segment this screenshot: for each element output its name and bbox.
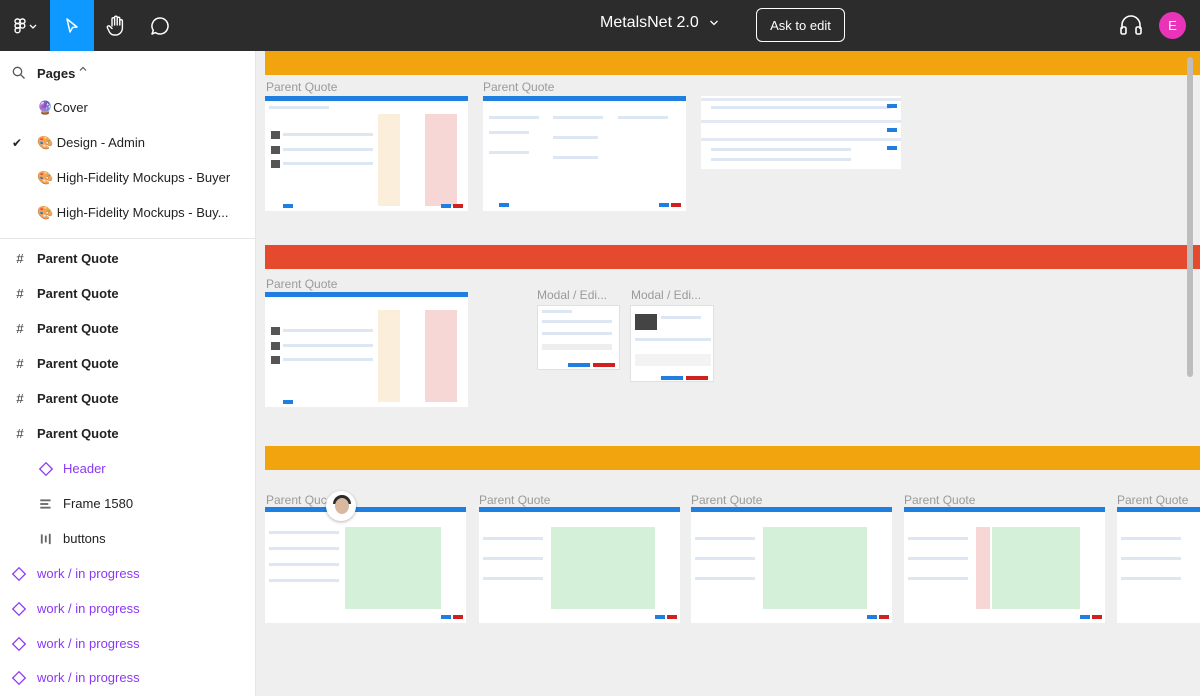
frame-thumbnail[interactable]: [483, 96, 686, 211]
pages-header[interactable]: Pages: [0, 51, 256, 95]
layer-frame[interactable]: # Parent Quote: [0, 381, 256, 416]
layer-header[interactable]: Header: [0, 451, 256, 486]
chevron-up-icon[interactable]: [78, 65, 88, 73]
layer-work-in-progress[interactable]: work / in progress: [0, 556, 256, 591]
layer-label: work / in progress: [37, 670, 140, 685]
frame-icon: #: [16, 391, 24, 406]
layer-label: work / in progress: [37, 566, 140, 581]
frame-label[interactable]: Modal / Edi...: [631, 288, 702, 302]
frame-label[interactable]: Parent Quote: [483, 80, 555, 94]
layer-label: work / in progress: [37, 601, 140, 616]
component-instance-icon: [11, 566, 27, 581]
layer-work-in-progress[interactable]: work / in progress: [0, 626, 256, 661]
frame-label[interactable]: Parent Quote: [266, 80, 338, 94]
layer-work-in-progress[interactable]: work / in progress: [0, 660, 256, 695]
page-item-label: 🎨 High-Fidelity Mockups - Buyer: [37, 169, 231, 185]
figma-menu-icon: [14, 17, 37, 33]
section-band: [265, 51, 1200, 75]
frame-thumbnail[interactable]: [265, 96, 468, 211]
layer-frame[interactable]: # Parent Quote: [0, 241, 256, 276]
auto-layout-horizontal-icon: [40, 533, 51, 544]
collaborator-avatar: [326, 491, 356, 521]
move-tool-icon: [66, 17, 78, 33]
vertical-scrollbar[interactable]: [1187, 57, 1193, 377]
frame-icon: #: [16, 356, 24, 371]
layer-label: buttons: [63, 531, 106, 546]
chevron-down-icon: [709, 20, 718, 26]
layer-frame[interactable]: # Parent Quote: [0, 311, 256, 346]
frame-label[interactable]: Parent Quote: [1117, 493, 1189, 507]
check-icon: ✔: [12, 135, 23, 150]
layer-frame[interactable]: # Parent Quote: [0, 276, 256, 311]
divider: [0, 238, 256, 239]
component-instance-icon: [11, 601, 27, 616]
component-instance-icon: [11, 636, 27, 651]
frame-label[interactable]: Parent Quote: [904, 493, 976, 507]
layers-panel: Pages 🔮Cover ✔ 🎨 Design - Admin 🎨 High-F…: [0, 51, 256, 696]
frame-icon: #: [16, 251, 24, 266]
layer-label: Parent Quote: [37, 426, 119, 441]
layer-label: work / in progress: [37, 636, 140, 651]
frame-icon: #: [16, 426, 24, 441]
auto-layout-vertical-icon: [40, 498, 51, 509]
toolbar: MetalsNet 2.0 Ask to edit E: [0, 0, 1200, 51]
comment-tool-button[interactable]: [138, 0, 182, 51]
frame-label[interactable]: Modal / Edi...: [537, 288, 608, 302]
frame-thumbnail[interactable]: [265, 507, 466, 623]
frame-thumbnail[interactable]: [691, 507, 892, 623]
section-band: [265, 446, 1200, 470]
layer-frame[interactable]: # Parent Quote: [0, 346, 256, 381]
layer-label: Header: [63, 461, 106, 476]
modal-thumbnail[interactable]: [537, 305, 620, 370]
component-instance-icon: [38, 461, 54, 476]
pages-label: Pages: [37, 65, 76, 81]
frame-label[interactable]: Parent Quc: [266, 493, 327, 507]
section-band: [265, 245, 1200, 269]
page-item-hifi-buyer[interactable]: 🎨 High-Fidelity Mockups - Buyer: [0, 160, 256, 195]
layer-label: Parent Quote: [37, 321, 119, 336]
layer-buttons[interactable]: buttons: [0, 521, 256, 556]
page-item-label: 🎨 High-Fidelity Mockups - Buy...: [37, 204, 229, 220]
layer-label: Parent Quote: [37, 356, 119, 371]
page-item-label: 🎨 Design - Admin: [37, 134, 145, 150]
frame-label[interactable]: Parent Quote: [691, 493, 763, 507]
audio-button[interactable]: [1118, 12, 1144, 43]
page-item-hifi-buyer-2[interactable]: 🎨 High-Fidelity Mockups - Buy...: [0, 195, 256, 230]
document-title[interactable]: MetalsNet 2.0: [600, 14, 719, 32]
avatar[interactable]: E: [1159, 12, 1186, 39]
frame-icon: #: [16, 286, 24, 301]
frame-label[interactable]: Parent Quote: [479, 493, 551, 507]
hand-tool-icon: [106, 15, 124, 36]
component-instance-icon: [11, 670, 27, 685]
frame-label[interactable]: Parent Quote: [266, 277, 338, 291]
frame-thumbnail[interactable]: [265, 292, 468, 407]
layer-label: Parent Quote: [37, 251, 119, 266]
modal-thumbnail[interactable]: [630, 305, 714, 382]
figma-menu-button[interactable]: [0, 0, 50, 51]
comment-tool-icon: [151, 16, 169, 35]
layer-label: Frame 1580: [63, 496, 134, 511]
frame-thumbnail[interactable]: [1117, 507, 1200, 623]
frame-thumbnail[interactable]: [701, 96, 901, 169]
page-item-cover[interactable]: 🔮Cover: [0, 90, 256, 125]
ask-to-edit-button[interactable]: Ask to edit: [756, 8, 845, 42]
canvas[interactable]: Parent Quote Parent Quote: [257, 51, 1200, 696]
layer-label: Parent Quote: [37, 286, 119, 301]
layer-frame-1580[interactable]: Frame 1580: [0, 486, 256, 521]
hand-tool-button[interactable]: [94, 0, 138, 51]
frame-icon: #: [16, 321, 24, 336]
layer-work-in-progress[interactable]: work / in progress: [0, 591, 256, 626]
document-title-text: MetalsNet 2.0: [600, 14, 699, 31]
move-tool-button[interactable]: [50, 0, 94, 51]
search-icon[interactable]: [12, 66, 26, 80]
page-item-design-admin[interactable]: ✔ 🎨 Design - Admin: [0, 125, 256, 160]
frame-thumbnail[interactable]: [904, 507, 1105, 623]
frame-thumbnail[interactable]: [479, 507, 680, 623]
layer-label: Parent Quote: [37, 391, 119, 406]
layer-frame[interactable]: # Parent Quote: [0, 416, 256, 451]
page-item-label: 🔮Cover: [37, 99, 88, 115]
headphones-icon: [1120, 15, 1142, 35]
